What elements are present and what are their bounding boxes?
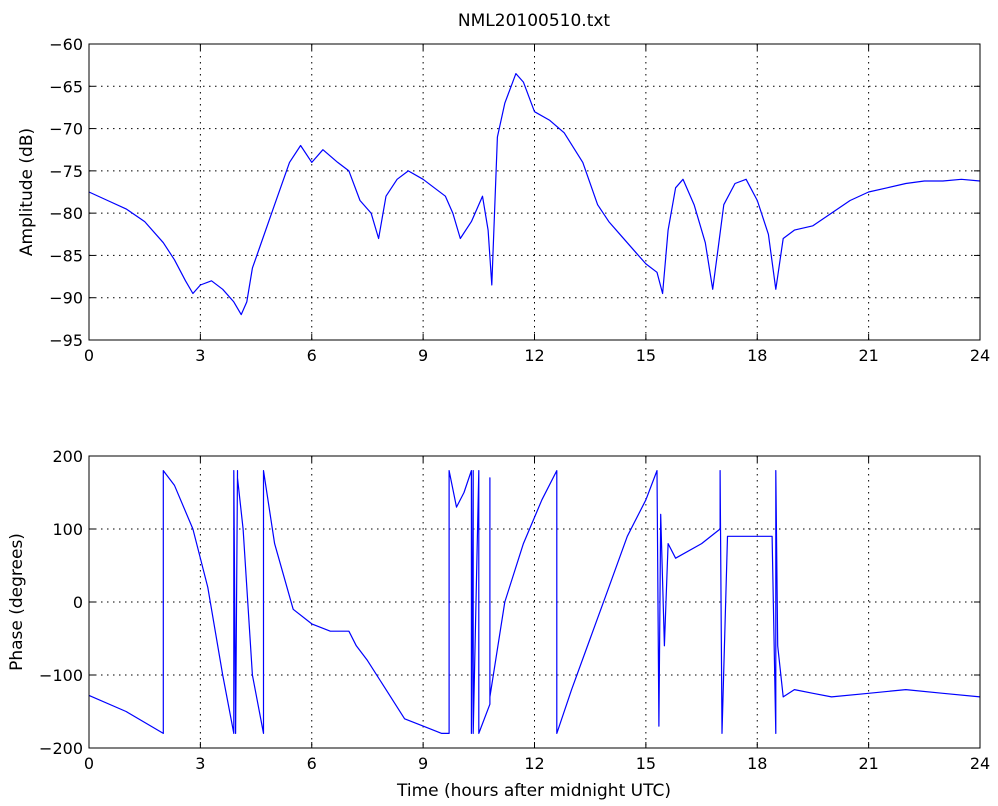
amplitude-ticks [88,43,981,341]
phase-x-tick-label: 9 [418,754,428,773]
amplitude-y-tick-label: −70 [49,120,83,139]
phase-x-tick-label: 6 [307,754,317,773]
amplitude-x-tick-label: 3 [195,346,205,365]
amplitude-x-tick-label: 15 [636,346,656,365]
amplitude-plot-area [89,44,980,340]
amplitude-y-tick-label: −65 [49,77,83,96]
phase-y-tick-labels: −200 −100 0 100 200 [39,447,83,758]
phase-series-line [88,470,981,734]
phase-series [88,470,981,734]
phase-y-tick-label: 100 [52,520,83,539]
amplitude-y-tick-label: −80 [49,204,83,223]
amplitude-y-tick-labels: −95 −90 −85 −80 −75 −70 −65 −60 [49,35,83,350]
phase-x-tick-label: 21 [858,754,878,773]
phase-x-tick-label: 3 [195,754,205,773]
amplitude-x-tick-label: 21 [858,346,878,365]
phase-y-tick-label: 0 [73,593,83,612]
chart-title: NML20100510.txt [458,11,611,31]
amplitude-y-tick-label: −60 [49,35,83,54]
amplitude-x-tick-label: 18 [747,346,767,365]
phase-x-tick-label: 12 [524,754,544,773]
amplitude-y-tick-label: −75 [49,162,83,181]
phase-x-tick-label: 24 [970,754,990,773]
phase-x-tick-label: 18 [747,754,767,773]
phase-grid [89,456,980,748]
phase-panel: 0 3 6 9 12 15 18 21 24 −200 −100 0 100 200 Phase (de… [7,447,990,801]
phase-x-tick-label: 15 [636,754,656,773]
phase-y-tick-label: −200 [39,739,83,758]
amplitude-panel: 0 3 6 9 12 15 18 21 24 −95−90−85−80−75−70−65−60 … [17,35,990,365]
phase-x-tick-label: 0 [84,754,94,773]
phase-x-tick-labels: 0 3 6 9 12 15 18 21 24 [84,754,990,773]
amplitude-x-tick-label: 6 [307,346,317,365]
phase-x-axis-title: Time (hours after midnight UTC) [396,781,671,801]
amplitude-x-tick-label: 9 [418,346,428,365]
amplitude-y-tick-label: −90 [49,289,83,308]
amplitude-series [88,73,981,316]
amplitude-x-tick-labels: 0 3 6 9 12 15 18 21 24 [84,346,990,365]
amplitude-y-tick-label: −95 [49,331,83,350]
amplitude-grid [89,44,980,340]
phase-y-tick-label: 200 [52,447,83,466]
amplitude-series-line [88,73,981,316]
amplitude-y-tick-label: −85 [49,246,83,265]
amplitude-x-tick-label: 12 [524,346,544,365]
amplitude-x-tick-label: 24 [970,346,990,365]
phase-ticks [88,455,981,749]
phase-y-axis-title: Phase (degrees) [7,533,27,671]
phase-y-tick-label: −100 [39,666,83,685]
amplitude-x-tick-label: 0 [84,346,94,365]
amplitude-y-axis-title: Amplitude (dB) [17,128,37,256]
